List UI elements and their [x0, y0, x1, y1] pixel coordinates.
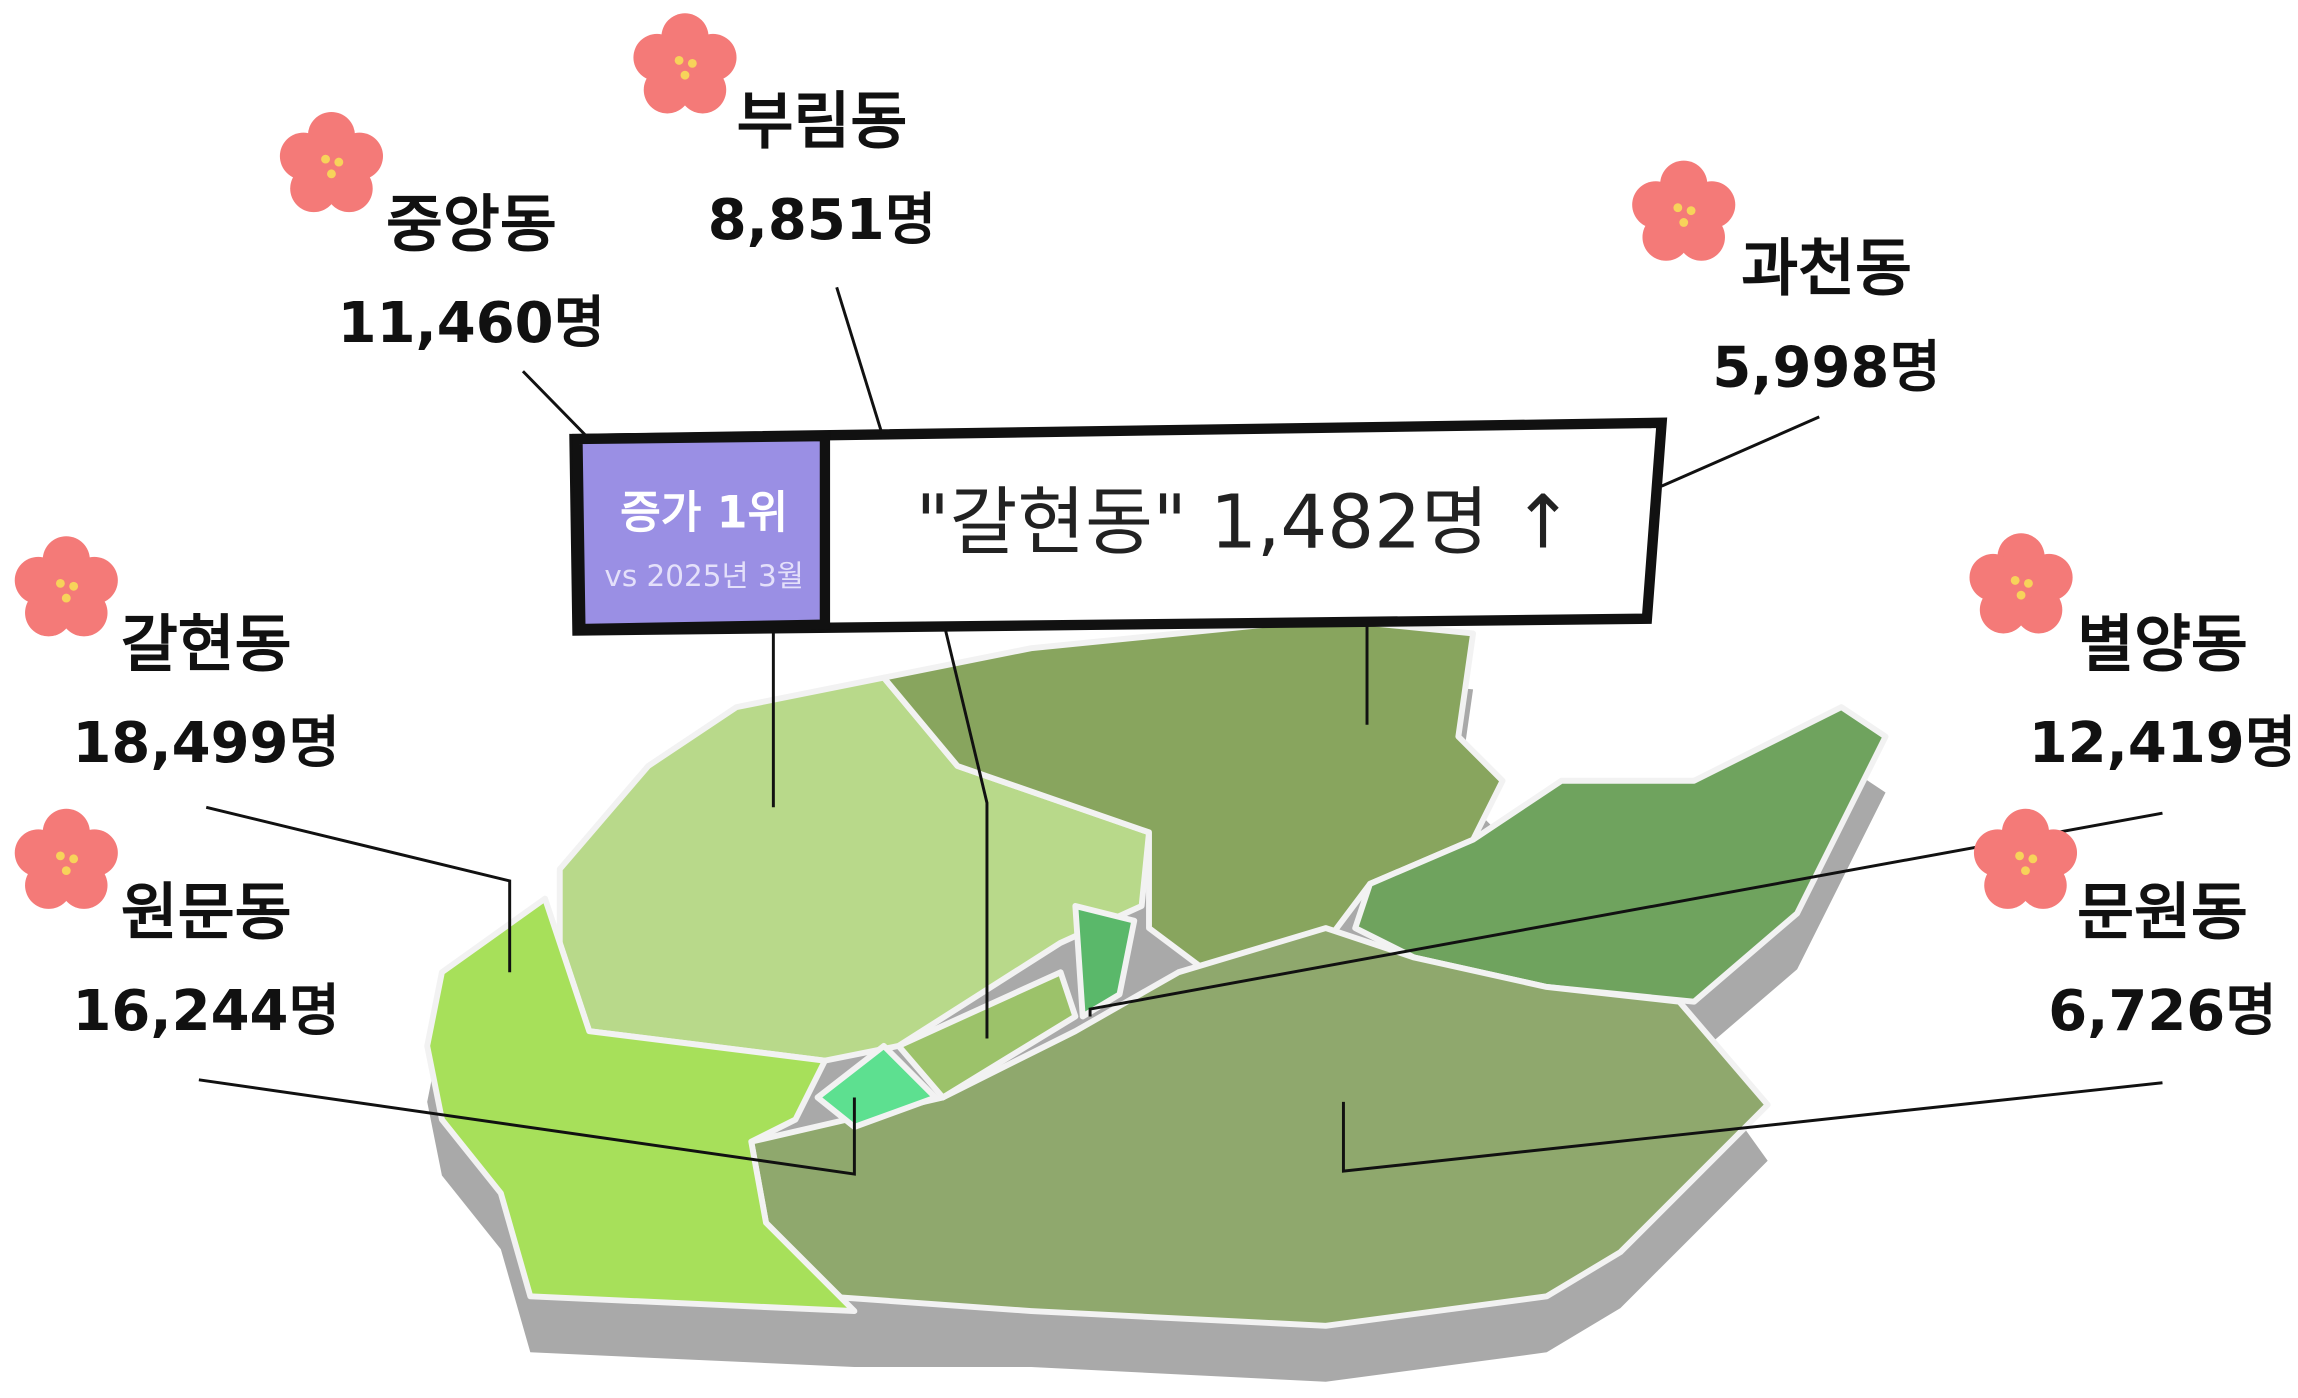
district-population: 8,851명 [708, 188, 937, 253]
flower-icon [1969, 533, 2073, 634]
district-name: 중앙동 [386, 188, 557, 260]
district-population: 11,460명 [338, 291, 605, 356]
district-population: 16,244명 [72, 979, 339, 1044]
flower-icon [14, 536, 118, 637]
district-population: 18,499명 [72, 711, 339, 776]
district-name: 원문동 [121, 876, 292, 948]
district-name: 부림동 [737, 85, 908, 157]
district-name: 별양동 [2077, 608, 2248, 680]
flower-icon [279, 111, 383, 213]
district-name: 과천동 [1741, 233, 1912, 305]
district-population: 12,419명 [2029, 711, 2296, 776]
district-name: 문원동 [2077, 876, 2248, 948]
region-wonmun [814, 1042, 939, 1130]
district-population: 5,998명 [1712, 335, 1941, 400]
flower-icon [1632, 160, 1736, 261]
badge: 증가 1위 [620, 488, 788, 539]
flower-icon [633, 13, 737, 114]
region-small [1072, 903, 1138, 1020]
flower-icon [1973, 808, 2078, 909]
callout-text: "갈현동" 1,482명 ↑ [916, 480, 1574, 565]
region-galhyeon [424, 895, 858, 1315]
leader-lines [198, 286, 2163, 1176]
region-munwon [748, 925, 1771, 1329]
flower-icon [14, 808, 118, 909]
region-byeolyang [1352, 704, 1889, 1005]
district-population: 6,726명 [2048, 979, 2277, 1044]
district-name: 갈현동 [121, 608, 292, 680]
badge-sub: vs 2025년 3월 [604, 559, 803, 593]
callout: 증가 1위 vs 2025년 3월 "갈현동" 1,482명 ↑ [569, 417, 1668, 636]
